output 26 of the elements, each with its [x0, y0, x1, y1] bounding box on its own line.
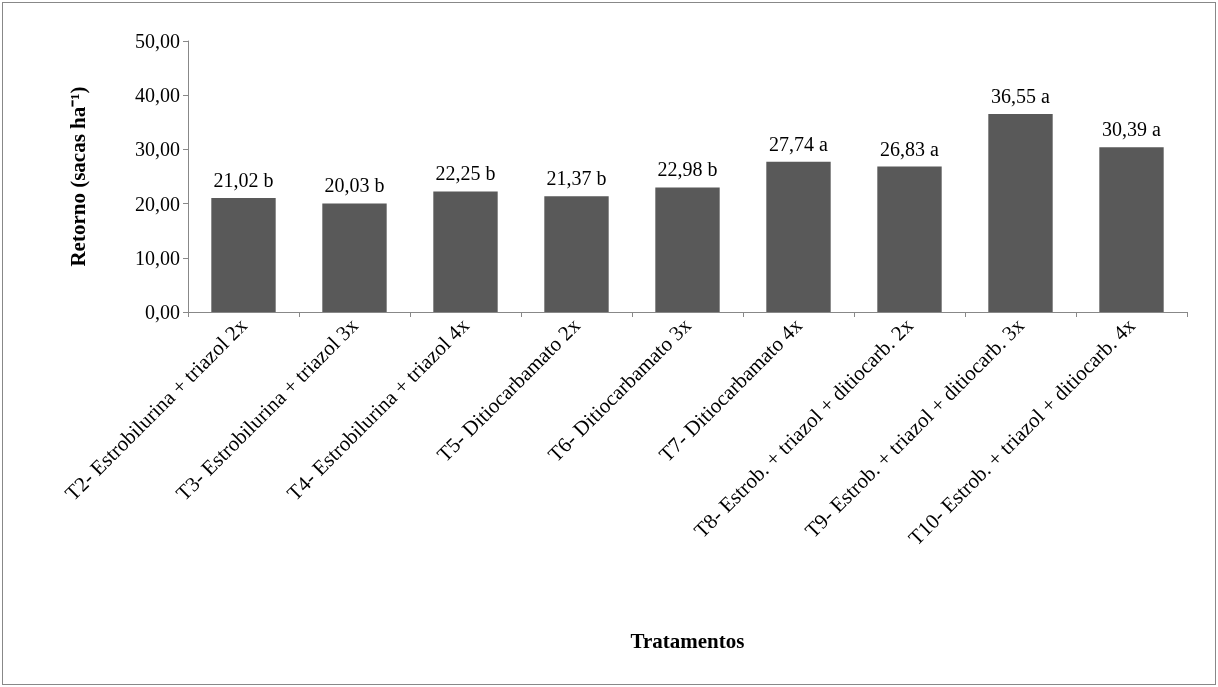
bar	[655, 187, 720, 312]
data-label: 30,39 a	[1102, 118, 1162, 141]
y-tick-label: 50,00	[135, 30, 180, 52]
data-label: 21,37 b	[546, 167, 607, 190]
bar	[1099, 147, 1164, 312]
bar	[988, 113, 1053, 312]
data-label: 36,55 a	[991, 84, 1051, 107]
data-label: 22,98 b	[657, 158, 718, 181]
y-tick-label: 30,00	[135, 138, 180, 161]
bar	[877, 166, 942, 312]
y-tick-label: 40,00	[135, 84, 180, 107]
data-label: 20,03 b	[324, 174, 385, 197]
y-axis-title: Retorno (sacas ha⁻¹)	[65, 86, 90, 267]
bar	[433, 191, 498, 312]
bar	[211, 198, 276, 312]
data-label: 21,02 b	[213, 169, 274, 192]
data-label: 26,83 a	[880, 137, 940, 160]
y-tick-label: 10,00	[135, 246, 180, 269]
data-label: 22,25 b	[435, 162, 496, 185]
bar	[322, 203, 387, 312]
y-tick-label: 20,00	[135, 192, 180, 215]
bar	[544, 196, 609, 312]
bar	[766, 161, 831, 312]
x-axis-title: Tratamentos	[630, 628, 745, 653]
data-label: 27,74 a	[769, 132, 829, 155]
y-tick-label: 0,00	[145, 301, 180, 323]
